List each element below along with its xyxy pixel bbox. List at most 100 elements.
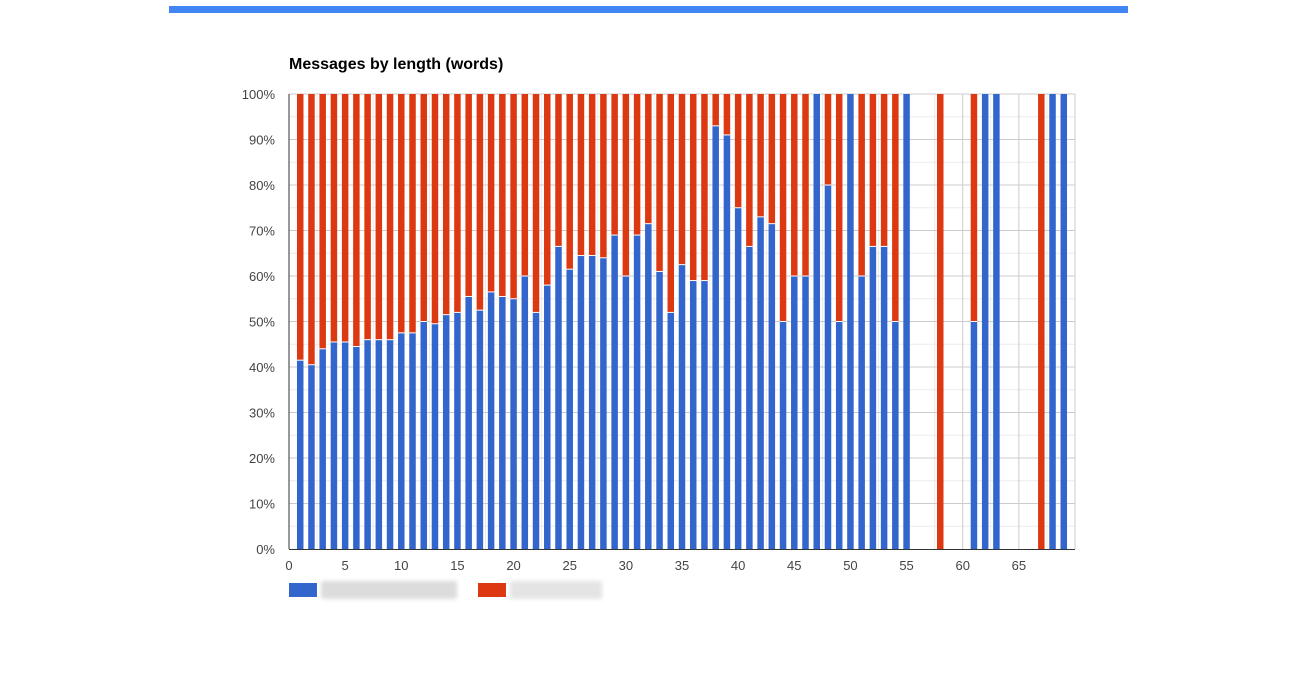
bar-series-1[interactable] (566, 269, 573, 549)
bar-series-2[interactable] (386, 94, 394, 340)
bar-series-1[interactable] (981, 94, 989, 549)
bar-series-1[interactable] (689, 280, 697, 549)
bar-series-2[interactable] (398, 94, 405, 333)
bar-series-1[interactable] (544, 285, 551, 549)
bar-series-1[interactable] (835, 321, 843, 550)
bar-series-2[interactable] (555, 94, 562, 247)
bar-series-1[interactable] (678, 264, 686, 549)
bar-series-2[interactable] (689, 94, 697, 281)
bar-series-1[interactable] (296, 360, 304, 549)
bar-series-2[interactable] (454, 94, 461, 313)
bar-series-2[interactable] (712, 94, 719, 126)
bar-series-2[interactable] (487, 94, 495, 292)
bar-series-2[interactable] (757, 94, 764, 217)
bar-series-1[interactable] (723, 134, 731, 549)
bar-series-1[interactable] (341, 341, 349, 549)
bar-series-2[interactable] (364, 94, 371, 340)
bar-series-2[interactable] (341, 94, 349, 342)
bar-series-2[interactable] (296, 94, 304, 361)
bar-series-1[interactable] (768, 223, 776, 550)
bar-series-1[interactable] (791, 276, 798, 549)
bar-series-1[interactable] (409, 332, 416, 549)
bar-series-1[interactable] (880, 246, 888, 550)
bar-series-2[interactable] (768, 94, 776, 224)
bar-series-1[interactable] (746, 246, 753, 550)
bar-series-2[interactable] (824, 94, 832, 185)
bar-series-1[interactable] (499, 296, 506, 549)
bar-series-2[interactable] (701, 94, 708, 281)
bar-series-1[interactable] (622, 276, 630, 549)
bar-series-2[interactable] (330, 94, 338, 342)
bar-series-2[interactable] (600, 94, 607, 258)
bar-series-1[interactable] (824, 185, 832, 549)
bar-series-2[interactable] (645, 94, 652, 224)
bar-series-2[interactable] (1038, 94, 1045, 549)
bar-series-2[interactable] (779, 94, 787, 322)
bar-series-2[interactable] (611, 94, 618, 236)
bar-series-2[interactable] (746, 94, 753, 247)
bar-series-1[interactable] (970, 321, 978, 550)
bar-series-2[interactable] (442, 94, 450, 315)
bar-series-1[interactable] (588, 255, 596, 549)
bar-series-1[interactable] (802, 276, 809, 549)
bar-series-1[interactable] (375, 339, 383, 549)
bar-series-2[interactable] (577, 94, 585, 256)
bar-series-1[interactable] (319, 348, 326, 549)
bar-series-2[interactable] (869, 94, 877, 247)
bar-series-2[interactable] (510, 94, 517, 299)
bar-series-1[interactable] (656, 271, 663, 549)
bar-series-2[interactable] (656, 94, 663, 272)
bar-series-1[interactable] (510, 298, 517, 549)
bar-series-1[interactable] (734, 207, 742, 549)
bar-series-2[interactable] (532, 94, 540, 313)
bar-series-2[interactable] (970, 94, 978, 322)
bar-series-1[interactable] (1049, 94, 1056, 549)
bar-series-1[interactable] (521, 276, 529, 549)
bar-series-1[interactable] (892, 321, 899, 550)
bar-series-2[interactable] (858, 94, 865, 276)
bar-series-1[interactable] (645, 223, 652, 550)
bar-series-1[interactable] (903, 94, 910, 549)
bar-series-1[interactable] (398, 332, 405, 549)
bar-series-2[interactable] (544, 94, 551, 286)
bar-series-2[interactable] (476, 94, 484, 311)
bar-series-2[interactable] (499, 94, 506, 297)
bar-series-1[interactable] (442, 314, 450, 549)
bar-series-1[interactable] (364, 339, 371, 549)
bar-series-2[interactable] (465, 94, 472, 297)
bar-series-2[interactable] (319, 94, 326, 349)
bar-series-2[interactable] (892, 94, 899, 322)
bar-series-1[interactable] (353, 346, 360, 549)
bar-series-1[interactable] (869, 246, 877, 550)
bar-series-1[interactable] (667, 312, 675, 549)
bar-series-2[interactable] (791, 94, 798, 276)
bar-series-1[interactable] (611, 235, 618, 550)
bar-series-2[interactable] (723, 94, 731, 135)
bar-series-2[interactable] (521, 94, 529, 276)
bar-series-1[interactable] (330, 341, 338, 549)
bar-series-1[interactable] (577, 255, 585, 549)
bar-series-2[interactable] (937, 94, 944, 549)
bar-series-1[interactable] (1060, 94, 1068, 549)
bar-series-2[interactable] (566, 94, 573, 270)
bar-series-1[interactable] (779, 321, 787, 550)
bar-series-2[interactable] (308, 94, 315, 365)
bar-series-2[interactable] (802, 94, 809, 276)
bar-series-1[interactable] (555, 246, 562, 550)
bar-series-1[interactable] (858, 276, 865, 549)
bar-series-1[interactable] (633, 235, 641, 550)
bar-series-2[interactable] (622, 94, 630, 276)
bar-series-2[interactable] (678, 94, 686, 265)
bar-series-1[interactable] (701, 280, 708, 549)
bar-series-1[interactable] (600, 257, 607, 549)
bar-series-1[interactable] (712, 125, 719, 549)
bar-series-1[interactable] (454, 312, 461, 549)
bar-series-2[interactable] (880, 94, 888, 247)
bar-series-1[interactable] (813, 94, 820, 549)
bar-series-1[interactable] (420, 321, 427, 550)
bar-series-2[interactable] (588, 94, 596, 256)
bar-series-1[interactable] (476, 310, 484, 549)
bar-series-2[interactable] (667, 94, 675, 313)
bar-series-2[interactable] (734, 94, 742, 208)
bar-series-2[interactable] (835, 94, 843, 322)
